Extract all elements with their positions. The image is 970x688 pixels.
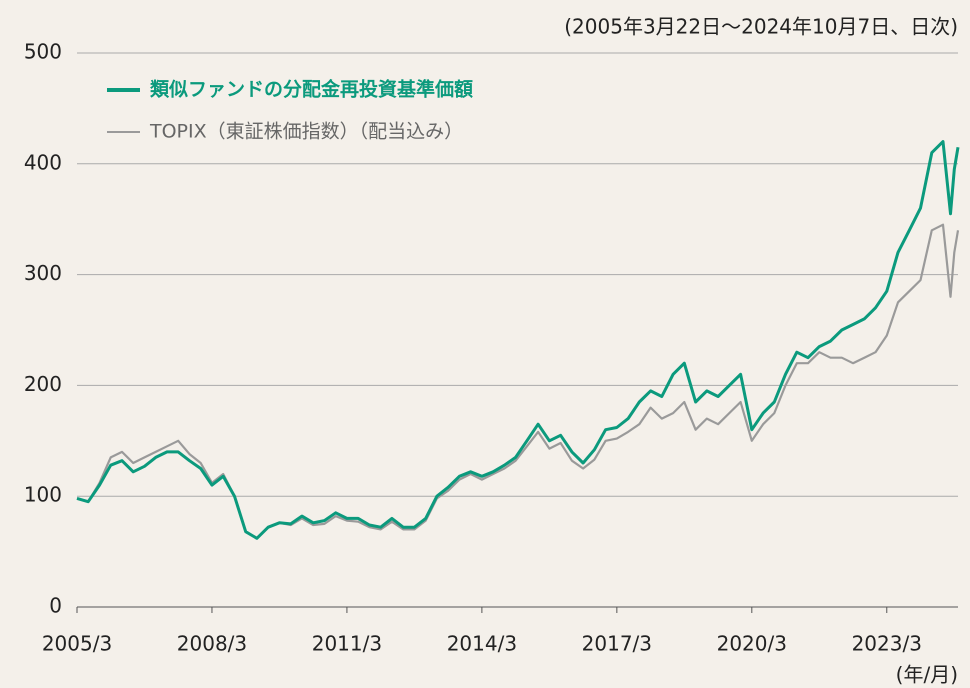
x-tick-label: 2020/3 xyxy=(717,632,787,656)
y-tick-label: 100 xyxy=(24,483,62,507)
y-tick-label: 300 xyxy=(24,261,62,285)
x-axis-unit: (年/月) xyxy=(896,663,958,687)
x-tick-label: 2017/3 xyxy=(582,632,652,656)
chart: (2005年3月22日～2024年10月7日、日次) (年/月) 0 100 200… xyxy=(0,0,970,688)
x-tick-label: 2023/3 xyxy=(852,632,922,656)
series-line xyxy=(77,225,958,539)
x-tick-label: 2005/3 xyxy=(42,632,112,656)
y-tick-label: 500 xyxy=(24,40,62,64)
series-line xyxy=(77,142,958,539)
x-tick-label: 2014/3 xyxy=(447,632,517,656)
x-tick-label: 2011/3 xyxy=(312,632,382,656)
x-tick-label: 2008/3 xyxy=(177,632,247,656)
chart-subtitle: (2005年3月22日～2024年10月7日、日次) xyxy=(564,15,958,39)
y-tick-label: 200 xyxy=(24,372,62,396)
legend-label: 類似ファンドの分配金再投資基準価額 xyxy=(149,78,473,101)
y-tick-label: 0 xyxy=(49,594,62,618)
y-tick-label: 400 xyxy=(24,150,62,174)
legend-label: TOPIX（東証株価指数）（配当込み） xyxy=(149,121,463,143)
